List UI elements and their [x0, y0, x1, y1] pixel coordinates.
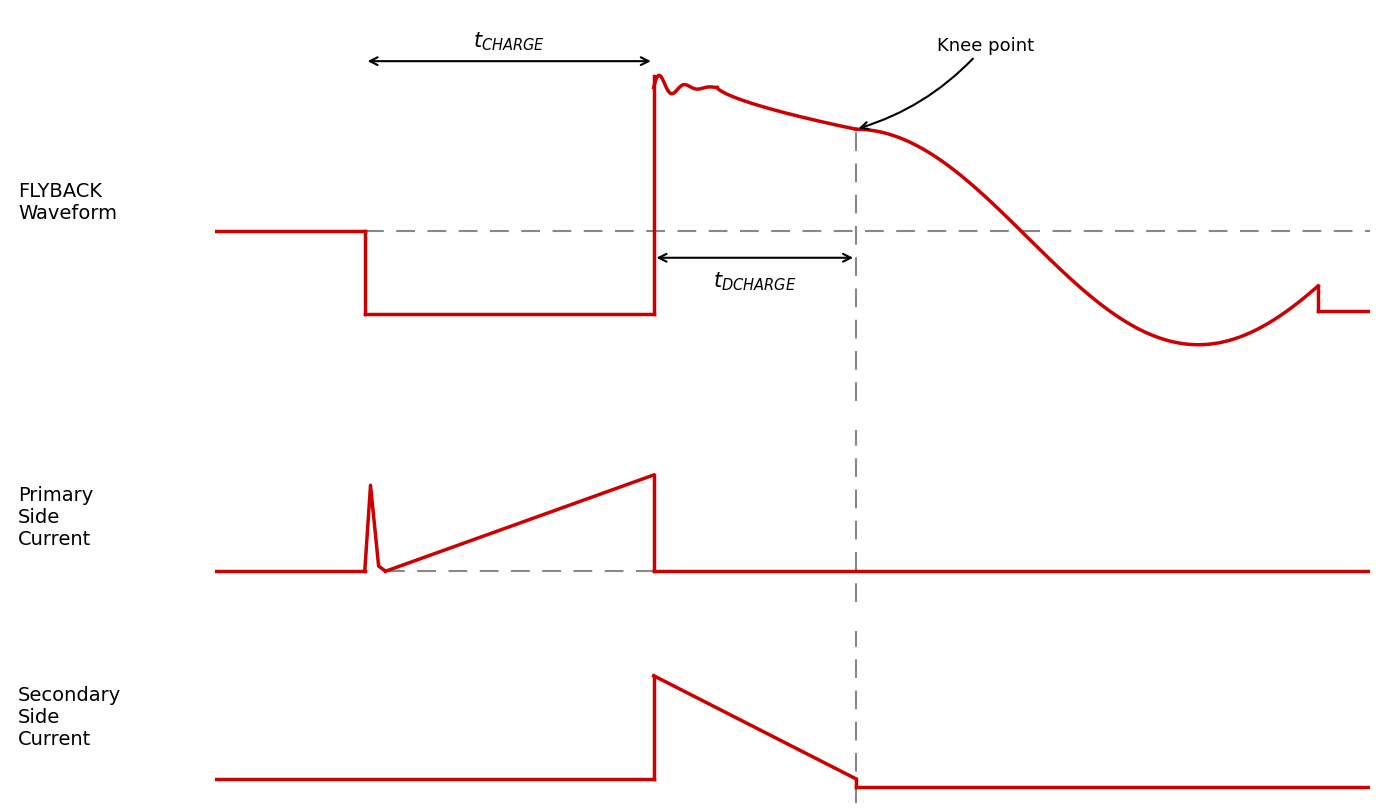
Text: Primary
Side
Current: Primary Side Current — [18, 485, 93, 548]
Text: $t_{DCHARGE}$: $t_{DCHARGE}$ — [713, 270, 796, 292]
Text: FLYBACK
Waveform: FLYBACK Waveform — [18, 182, 118, 222]
Text: Secondary
Side
Current: Secondary Side Current — [18, 685, 122, 749]
Text: $t_{CHARGE}$: $t_{CHARGE}$ — [473, 30, 545, 53]
Text: Knee point: Knee point — [861, 36, 1034, 130]
